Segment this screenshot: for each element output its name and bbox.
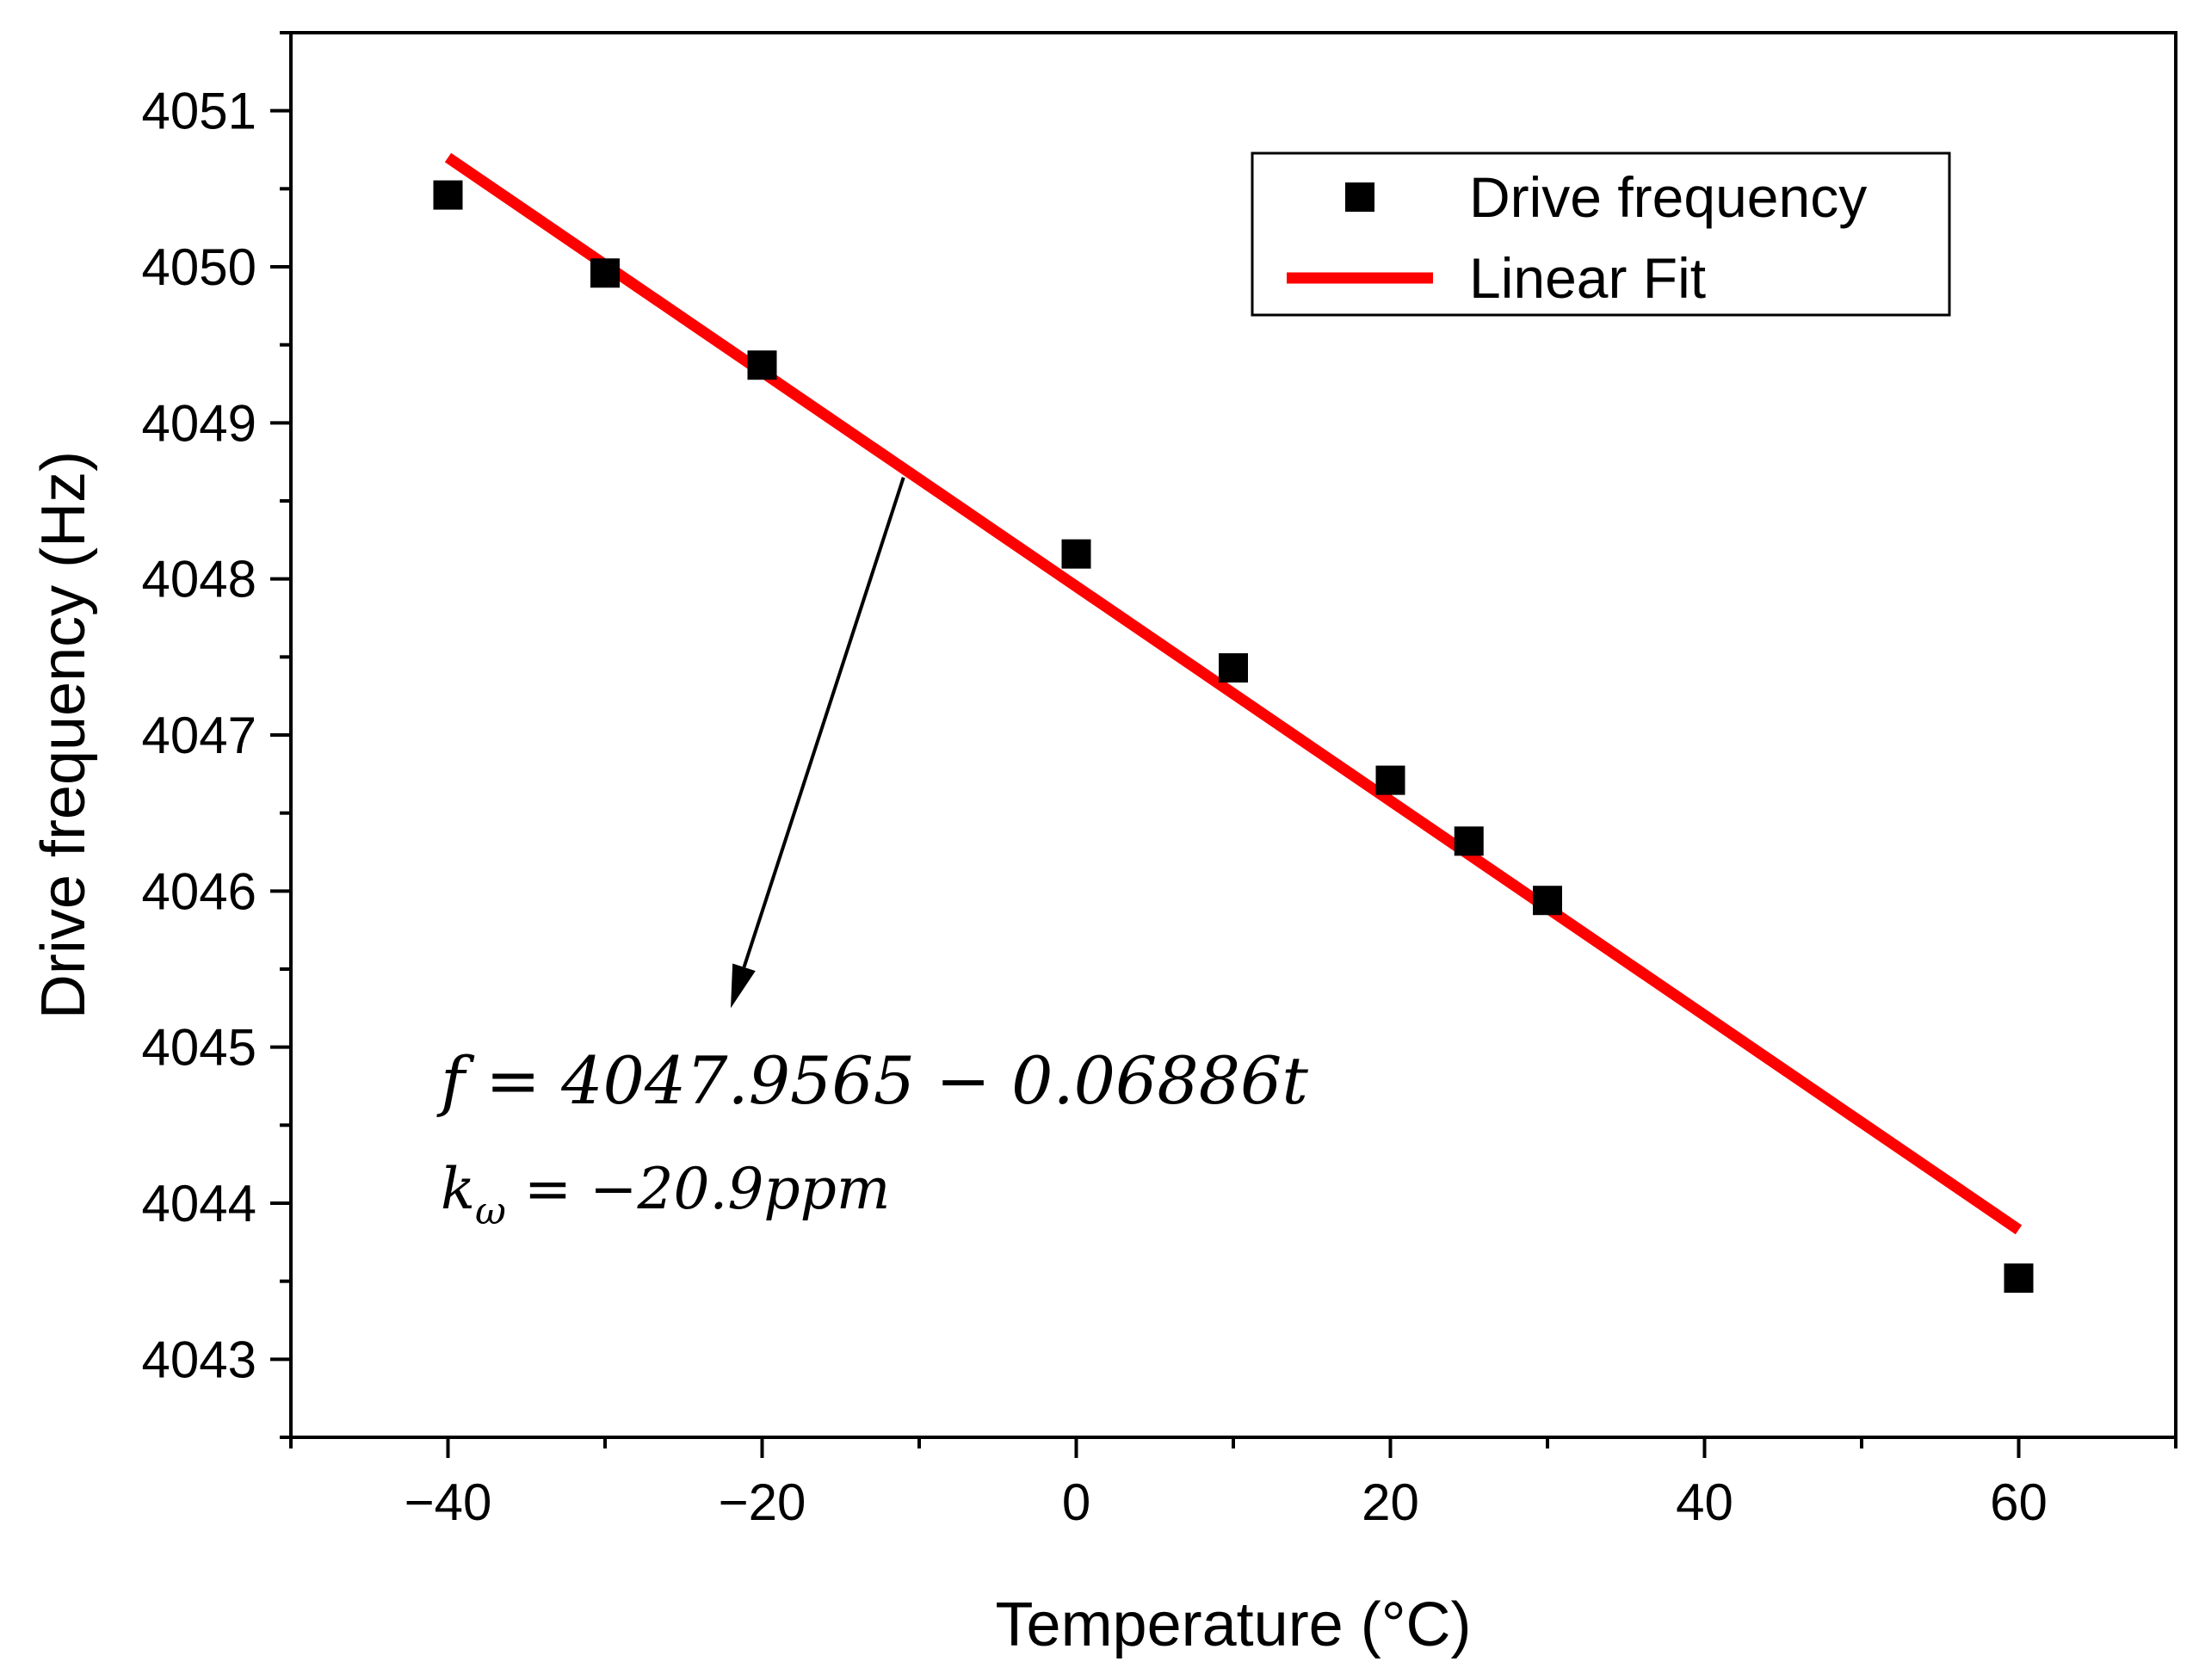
linear-fit-layer <box>444 152 2023 1235</box>
x-tick-label: 0 <box>1062 1473 1090 1531</box>
data-point <box>1061 539 1091 569</box>
x-tick-label: −40 <box>405 1473 492 1531</box>
y-axis: 4043 4044 4045 4046 4047 4048 4049 4050 4051 <box>142 31 291 1439</box>
y-tick-label: 4045 <box>142 1019 256 1077</box>
data-point <box>747 350 777 380</box>
x-tick-label: 20 <box>1362 1473 1419 1531</box>
x-axis: −40 −20 0 20 40 60 <box>289 1437 2177 1531</box>
y-tick-label: 4046 <box>142 862 256 920</box>
data-point <box>2004 1263 2034 1294</box>
y-tick-label: 4051 <box>142 83 256 140</box>
fit-equation: f = 4047.9565 − 0.06886t <box>436 1042 1308 1119</box>
y-tick-label: 4047 <box>142 707 256 764</box>
coefficient-value: = −20.9ppm <box>506 1156 891 1222</box>
annotation-arrowhead <box>731 963 756 1009</box>
legend-marker-square <box>1345 182 1374 212</box>
y-tick-label: 4044 <box>142 1175 256 1232</box>
data-point <box>1219 653 1248 683</box>
data-points-layer <box>433 180 2034 1294</box>
data-point <box>1454 826 1484 856</box>
annotation-arrow-shaft <box>742 477 905 968</box>
y-axis-title: Drive frequency (Hz) <box>29 451 98 1019</box>
legend-label-drive-frequency: Drive frequency <box>1469 165 1867 229</box>
annotation-layer: f = 4047.9565 − 0.06886t kω = −20.9ppm <box>436 477 1308 1233</box>
linear-fit-line <box>444 152 2023 1235</box>
y-tick-label: 4048 <box>142 551 256 608</box>
x-tick-label: −20 <box>719 1473 806 1531</box>
y-tick-label: 4050 <box>142 238 256 296</box>
x-tick-label: 40 <box>1676 1473 1733 1531</box>
legend: Drive frequency Linear Fit <box>1251 151 1951 317</box>
y-tick-label: 4043 <box>142 1331 256 1388</box>
data-point <box>590 258 620 288</box>
temperature-coefficient: kω = −20.9ppm <box>441 1156 891 1233</box>
coefficient-symbol: k <box>441 1156 475 1222</box>
data-point <box>1375 765 1405 795</box>
x-tick-label: 60 <box>1990 1473 2048 1531</box>
coefficient-subscript: ω <box>475 1189 506 1233</box>
legend-box <box>1251 151 1951 317</box>
x-axis-title: Temperature (°C) <box>996 1590 1472 1659</box>
data-point <box>433 180 463 210</box>
y-tick-label: 4049 <box>142 394 256 452</box>
legend-label-linear-fit: Linear Fit <box>1469 246 1706 310</box>
data-point <box>1533 886 1562 916</box>
axis-titles: Temperature (°C) Drive frequency (Hz) <box>29 451 1471 1659</box>
